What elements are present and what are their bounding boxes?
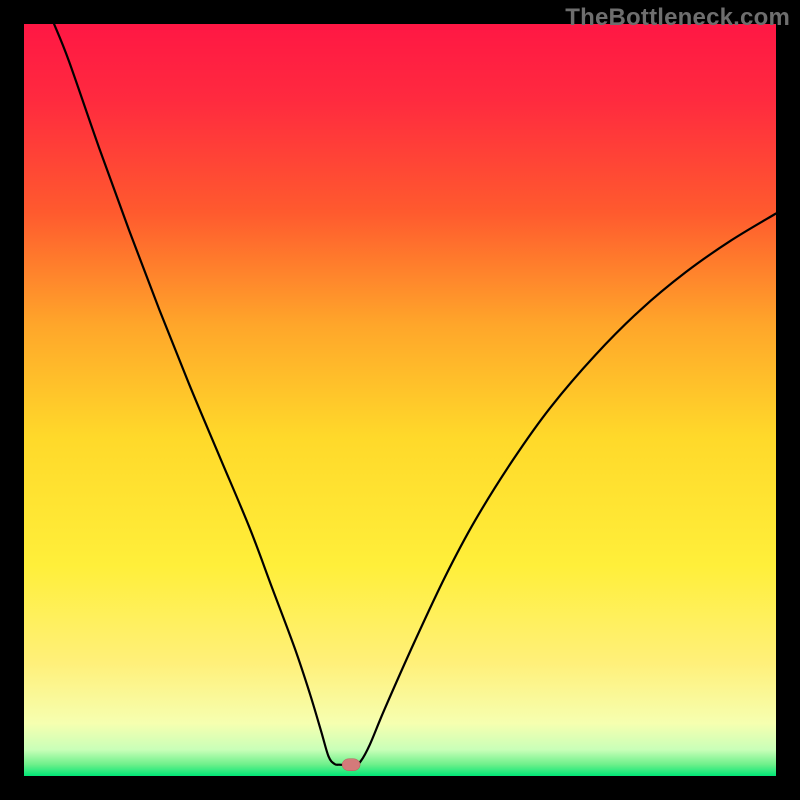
chart-stage: TheBottleneck.com xyxy=(0,0,800,800)
chart-plot-area xyxy=(24,24,776,776)
bottleneck-chart xyxy=(0,0,800,800)
watermark-text: TheBottleneck.com xyxy=(565,4,790,32)
bottleneck-marker xyxy=(342,759,360,771)
